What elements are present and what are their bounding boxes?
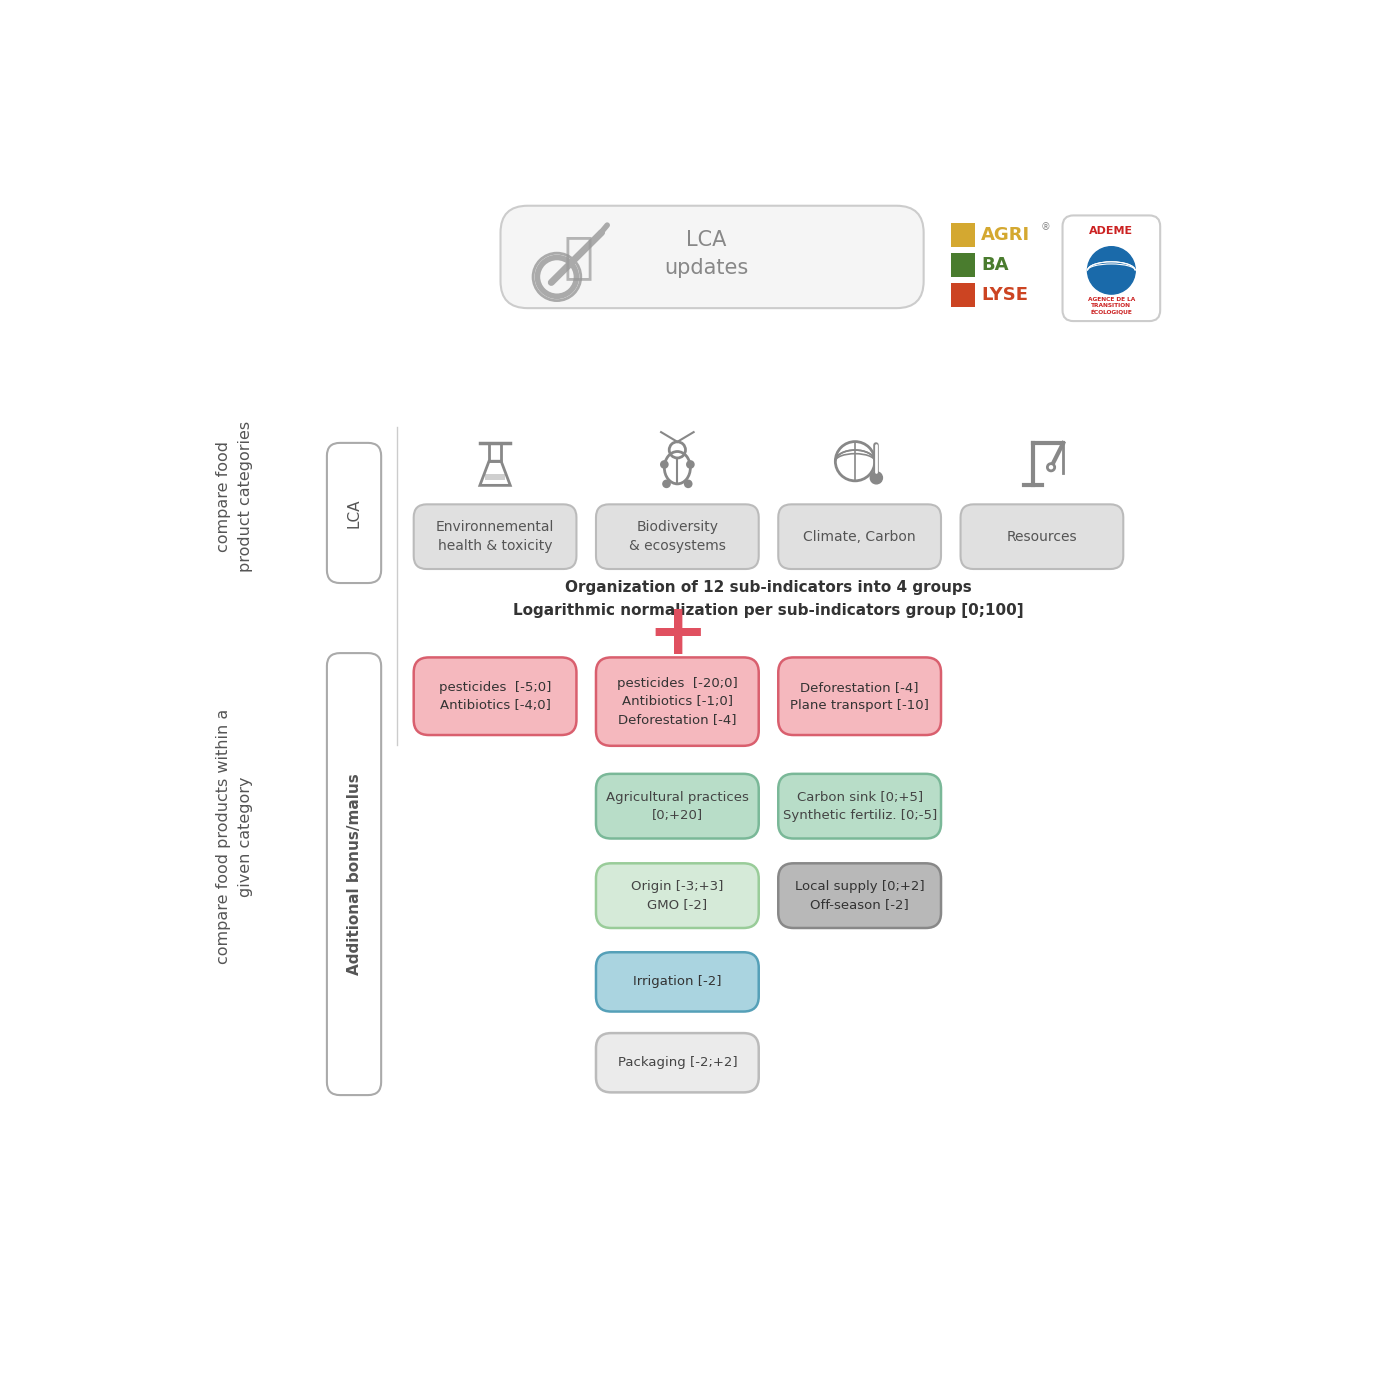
Text: compare food
product categories: compare food product categories xyxy=(216,421,253,573)
FancyBboxPatch shape xyxy=(1063,216,1161,321)
FancyBboxPatch shape xyxy=(778,658,941,735)
Text: LYSE: LYSE xyxy=(981,286,1028,304)
Text: ®: ® xyxy=(1040,223,1050,232)
Text: Biodiversity
& ecosystems: Biodiversity & ecosystems xyxy=(629,519,725,553)
Circle shape xyxy=(1047,463,1054,470)
Circle shape xyxy=(662,480,671,489)
Text: BA: BA xyxy=(981,256,1008,274)
Text: Local supply [0;+2]
Off-season [-2]: Local supply [0;+2] Off-season [-2] xyxy=(795,881,924,911)
FancyBboxPatch shape xyxy=(596,658,759,746)
Text: pesticides  [-20;0]
Antibiotics [-1;0]
Deforestation [-4]: pesticides [-20;0] Antibiotics [-1;0] De… xyxy=(617,678,738,727)
Text: LCA: LCA xyxy=(347,498,361,528)
FancyBboxPatch shape xyxy=(326,442,381,582)
FancyBboxPatch shape xyxy=(326,652,381,1095)
FancyBboxPatch shape xyxy=(413,658,577,735)
Text: Climate, Carbon: Climate, Carbon xyxy=(804,529,916,543)
Text: Environnemental
health & toxicity: Environnemental health & toxicity xyxy=(435,519,554,553)
Circle shape xyxy=(683,480,693,489)
Text: Deforestation [-4]
Plane transport [-10]: Deforestation [-4] Plane transport [-10] xyxy=(790,680,930,711)
Text: +: + xyxy=(647,601,707,669)
FancyBboxPatch shape xyxy=(778,504,941,568)
FancyBboxPatch shape xyxy=(960,504,1123,568)
Text: Origin [-3;+3]
GMO [-2]: Origin [-3;+3] GMO [-2] xyxy=(631,881,724,911)
Text: Agricultural practices
[0;+20]: Agricultural practices [0;+20] xyxy=(606,791,749,822)
FancyBboxPatch shape xyxy=(778,774,941,839)
Text: Packaging [-2;+2]: Packaging [-2;+2] xyxy=(617,1056,738,1070)
FancyBboxPatch shape xyxy=(596,952,759,1012)
Text: Resources: Resources xyxy=(1007,529,1077,543)
FancyBboxPatch shape xyxy=(596,1033,759,1092)
Text: pesticides  [-5;0]
Antibiotics [-4;0]: pesticides [-5;0] Antibiotics [-4;0] xyxy=(438,680,552,711)
Text: compare food products within a
given category: compare food products within a given cat… xyxy=(216,708,253,965)
Text: AGRI: AGRI xyxy=(981,225,1030,244)
FancyBboxPatch shape xyxy=(501,206,924,308)
FancyBboxPatch shape xyxy=(778,864,941,928)
Polygon shape xyxy=(486,475,505,480)
Circle shape xyxy=(659,461,669,469)
Text: Organization of 12 sub-indicators into 4 groups
Logarithmic normalization per su: Organization of 12 sub-indicators into 4… xyxy=(514,580,1023,619)
FancyBboxPatch shape xyxy=(951,253,974,277)
FancyBboxPatch shape xyxy=(596,504,759,568)
Text: Additional bonus/malus: Additional bonus/malus xyxy=(347,773,361,974)
FancyBboxPatch shape xyxy=(596,774,759,839)
Text: AGENCE DE LA
TRANSITION
ÉCOLOGIQUE: AGENCE DE LA TRANSITION ÉCOLOGIQUE xyxy=(1088,297,1135,315)
Circle shape xyxy=(1088,246,1135,294)
Text: Irrigation [-2]: Irrigation [-2] xyxy=(633,976,721,988)
FancyBboxPatch shape xyxy=(951,283,974,307)
FancyBboxPatch shape xyxy=(951,223,974,246)
Text: Carbon sink [0;+5]
Synthetic fertiliz. [0;-5]: Carbon sink [0;+5] Synthetic fertiliz. [… xyxy=(783,791,937,822)
Text: LCA
updates: LCA updates xyxy=(665,230,749,279)
Text: ADEME: ADEME xyxy=(1089,225,1134,235)
FancyBboxPatch shape xyxy=(413,504,577,568)
Text: 🔧: 🔧 xyxy=(564,234,594,281)
FancyBboxPatch shape xyxy=(596,864,759,928)
Circle shape xyxy=(871,472,882,484)
Circle shape xyxy=(686,461,694,469)
